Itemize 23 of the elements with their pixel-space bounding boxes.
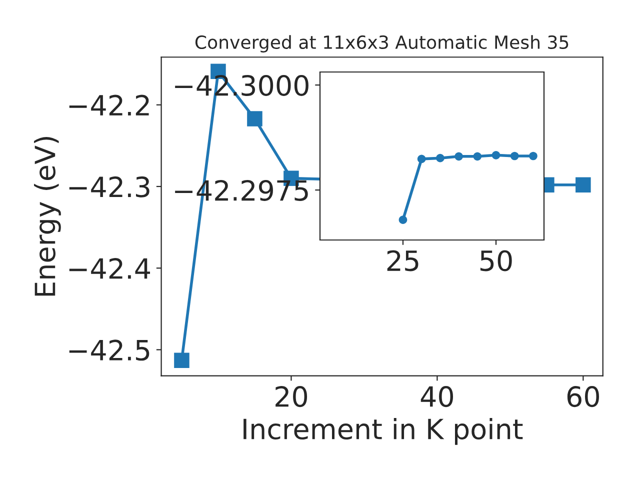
point <box>576 177 591 192</box>
y-axis-title: Energy (eV) <box>34 136 61 296</box>
y-tick-label: −42.2 <box>69 94 149 116</box>
x-axis-title: Increment in K point <box>244 418 523 445</box>
x-tick-label: 40 <box>420 386 454 408</box>
x-tick-label: 60 <box>567 386 599 408</box>
x-tick-label: 20 <box>276 386 308 408</box>
y-tick-label: −42.4 <box>69 258 150 279</box>
point <box>510 152 519 160</box>
chart-title: Converged at 11x6x3 Automatic Mesh 35 <box>195 35 568 53</box>
point <box>473 152 482 161</box>
point <box>417 154 426 164</box>
point <box>436 154 444 162</box>
point <box>174 352 190 368</box>
x-tick-label: 50 <box>480 250 512 272</box>
y-tick-label: −42.5 <box>69 340 150 361</box>
point <box>247 111 262 126</box>
y-tick-label: −42.3 <box>69 176 150 198</box>
point <box>454 152 463 161</box>
x-tick-label: 25 <box>387 250 418 272</box>
point <box>398 216 408 224</box>
point <box>529 152 538 160</box>
point <box>492 150 500 160</box>
